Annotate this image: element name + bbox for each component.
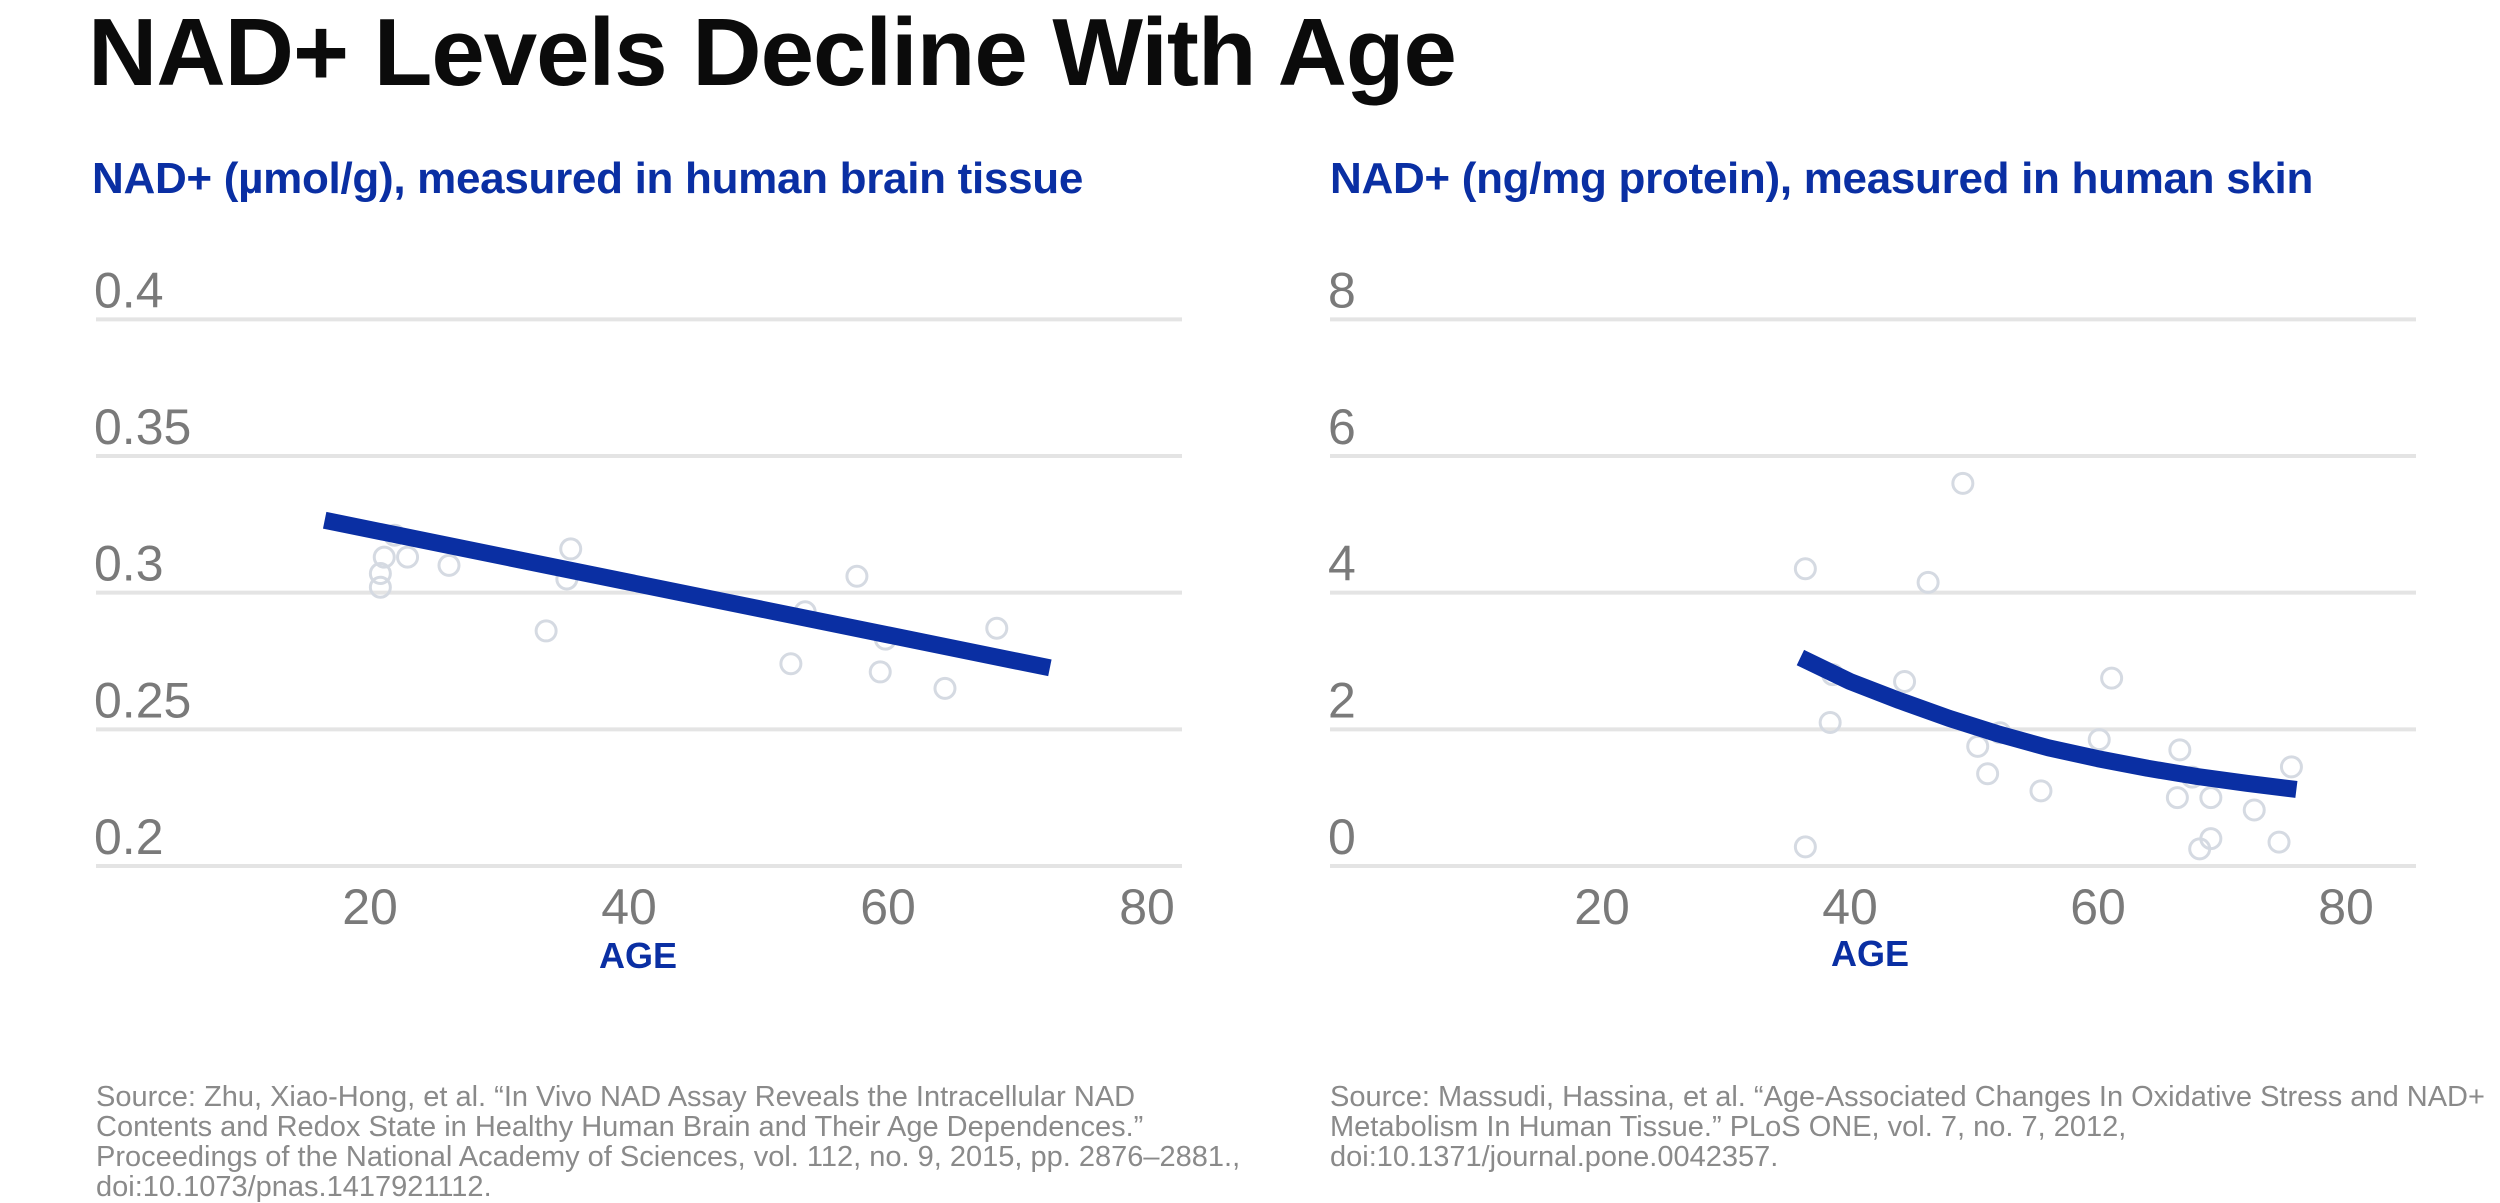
data-point (372, 545, 396, 569)
x-tick-label: 20 (342, 879, 398, 935)
y-tick-label: 8 (1328, 262, 1356, 318)
chart-panel-brain: NAD+ (µmol/g), measured in human brain t… (0, 0, 1240, 1203)
data-point (868, 660, 892, 684)
chart-plot-brain: 0.2 0.25 0.3 0.35 0.4 20 40 60 80 AGE (94, 262, 1182, 976)
data-point (1916, 570, 1940, 594)
source-citation: Source: Massudi, Hassina, et al. “Age-As… (1330, 1081, 2485, 1173)
y-tick-label: 0 (1328, 809, 1356, 865)
chart-plot-skin: 0 2 4 6 8 20 40 60 80 AGE (1328, 262, 2416, 974)
x-tick-label: 80 (1119, 879, 1175, 935)
data-point (2242, 798, 2266, 822)
y-tick-label: 4 (1328, 536, 1356, 592)
data-point (2168, 738, 2192, 762)
data-point (2199, 827, 2223, 851)
page-title: NAD+ Levels Decline With Age (88, 0, 1457, 106)
x-tick-label: 40 (1822, 879, 1878, 935)
chart-title: NAD+ (ng/mg protein), measured in human … (1330, 154, 2314, 203)
data-point (1966, 734, 1990, 758)
data-point (845, 564, 869, 588)
x-tick-label: 60 (2070, 879, 2126, 935)
data-point (2199, 786, 2223, 810)
trend-line (1796, 649, 2298, 798)
x-tick-label: 40 (601, 879, 657, 935)
data-point (933, 676, 957, 700)
data-point (779, 652, 803, 676)
x-axis-label: AGE (599, 935, 677, 976)
data-point (2279, 755, 2303, 779)
data-point (1793, 835, 1817, 859)
y-tick-label: 6 (1328, 399, 1356, 455)
data-point (1893, 670, 1917, 693)
x-axis-label: AGE (1831, 933, 1909, 974)
y-tick-label: 0.2 (94, 809, 164, 865)
data-point (1793, 557, 1817, 581)
data-point (534, 619, 558, 643)
data-point (368, 562, 392, 586)
chart-panel-skin: NAD+ (ng/mg protein), measured in human … (1238, 0, 2485, 1203)
trend-line (322, 511, 1052, 677)
y-tick-label: 0.35 (94, 399, 191, 455)
data-point (2100, 666, 2124, 690)
data-point (559, 537, 583, 561)
y-tick-label: 0.4 (94, 262, 164, 318)
data-point (2165, 786, 2189, 810)
data-point (1976, 762, 2000, 786)
data-point (985, 616, 1009, 640)
y-tick-label: 0.25 (94, 672, 191, 728)
source-citation: Source: Zhu, Xiao-Hong, et al. “In Vivo … (96, 1081, 1241, 1203)
data-point (1818, 711, 1842, 734)
y-tick-label: 0.3 (94, 536, 164, 592)
data-point (437, 553, 461, 577)
x-tick-label: 80 (2318, 879, 2374, 935)
chart-title: NAD+ (µmol/g), measured in human brain t… (92, 154, 1084, 203)
data-point (1951, 471, 1975, 495)
x-tick-label: 60 (860, 879, 916, 935)
data-point (368, 575, 392, 599)
data-point (2029, 779, 2053, 803)
x-tick-label: 20 (1574, 879, 1630, 935)
data-point (396, 545, 420, 569)
data-point (2267, 830, 2291, 854)
data-point (2087, 728, 2111, 752)
y-tick-label: 2 (1328, 672, 1356, 728)
